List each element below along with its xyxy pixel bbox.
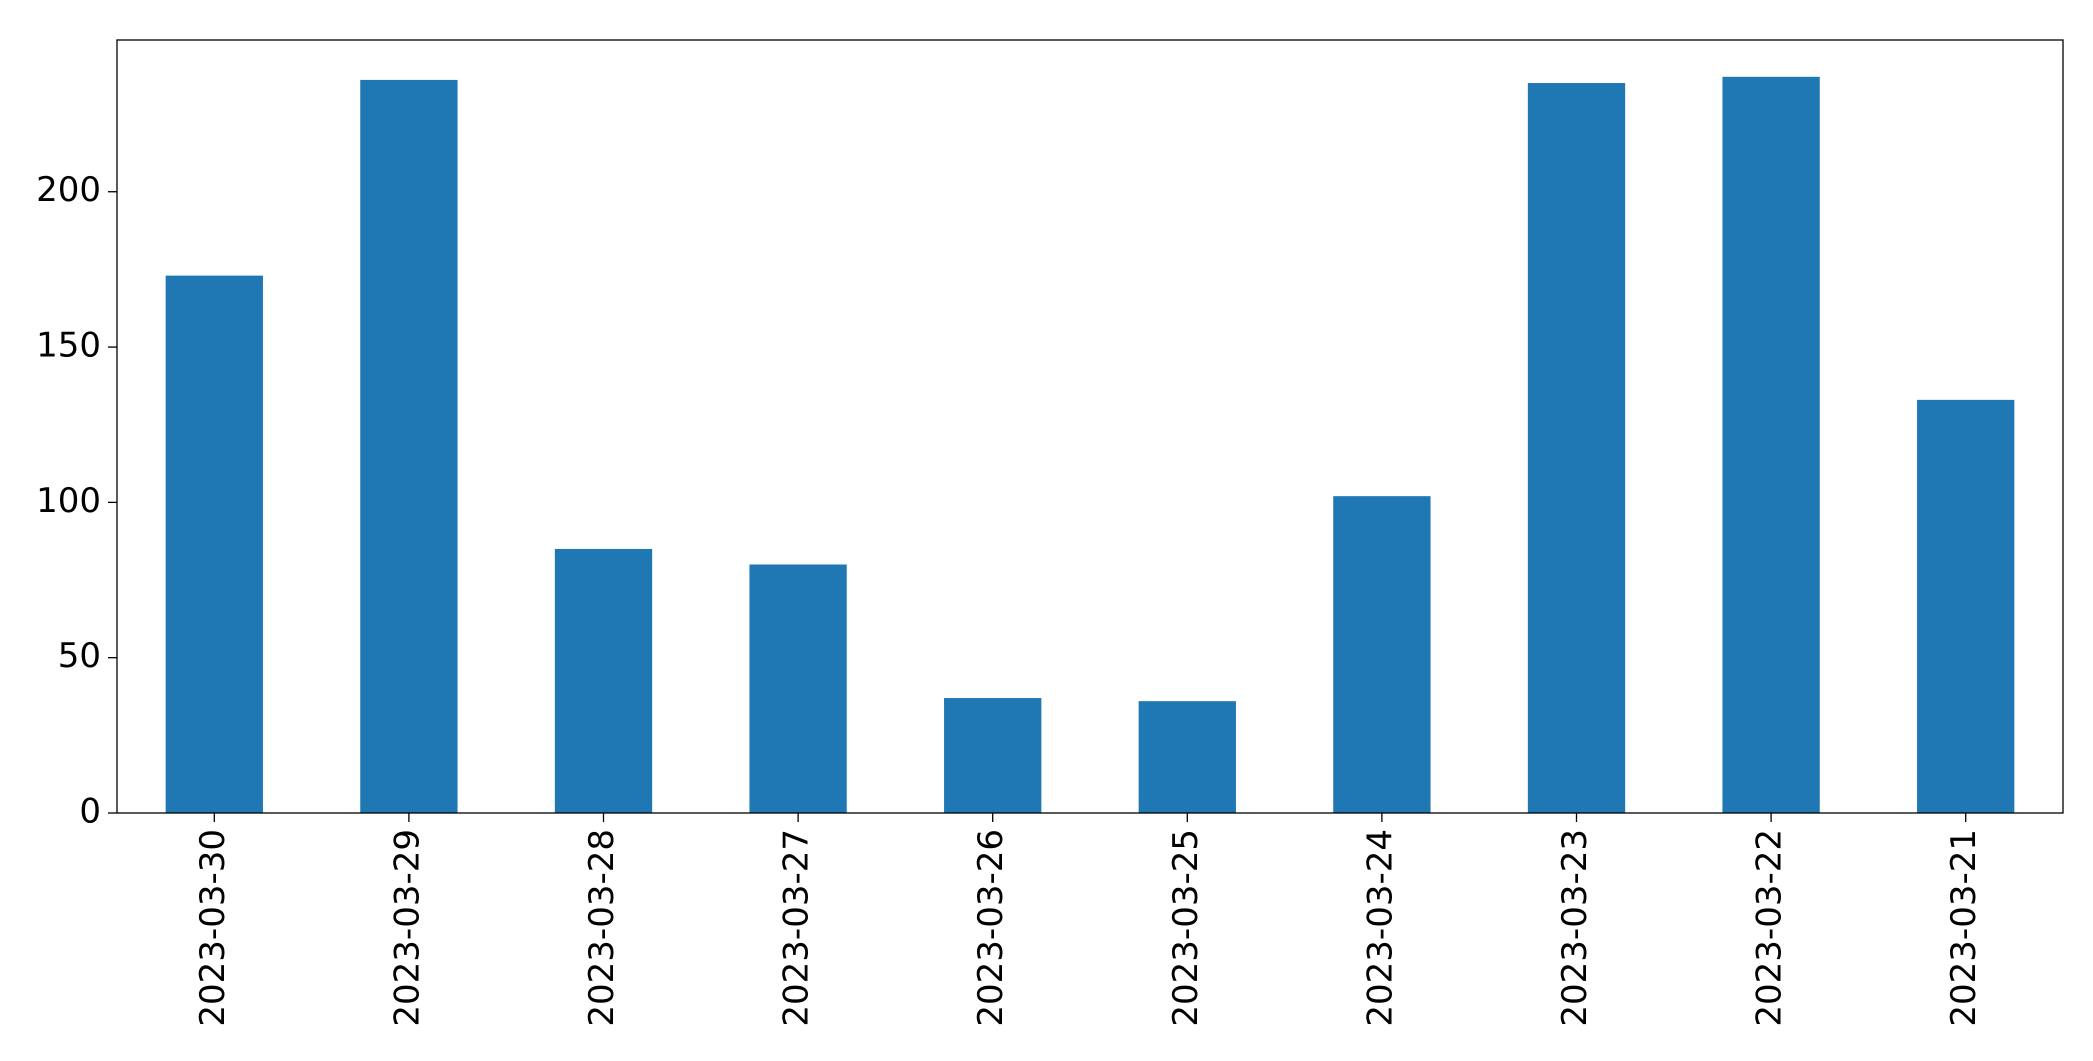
bar xyxy=(554,548,653,813)
x-tick-label: 2023-03-28 xyxy=(582,829,622,1027)
x-tick-label: 2023-03-29 xyxy=(387,829,427,1027)
x-tick-label: 2023-03-21 xyxy=(1944,829,1984,1027)
bar xyxy=(1722,76,1820,814)
bar xyxy=(1138,701,1236,813)
x-tick-label: 2023-03-27 xyxy=(777,829,817,1027)
y-tick-label: 200 xyxy=(36,170,101,210)
bar xyxy=(1333,496,1431,813)
plot-frame xyxy=(116,39,2064,814)
bar xyxy=(944,698,1042,813)
bar xyxy=(360,79,458,813)
y-tick-label: 50 xyxy=(58,636,101,676)
y-tick-label: 150 xyxy=(36,326,101,366)
bar xyxy=(1917,399,2015,813)
x-tick-label: 2023-03-23 xyxy=(1555,829,1595,1027)
x-tick-label: 2023-03-25 xyxy=(1166,829,1206,1027)
bar xyxy=(165,275,263,813)
bar xyxy=(749,564,847,813)
y-tick-label: 0 xyxy=(79,792,101,832)
bar xyxy=(1527,83,1626,814)
x-tick-label: 2023-03-22 xyxy=(1750,829,1790,1027)
x-tick-label: 2023-03-30 xyxy=(193,829,233,1027)
x-tick-label: 2023-03-24 xyxy=(1360,829,1400,1027)
y-tick-label: 100 xyxy=(36,481,101,521)
x-tick-label: 2023-03-26 xyxy=(971,829,1011,1027)
